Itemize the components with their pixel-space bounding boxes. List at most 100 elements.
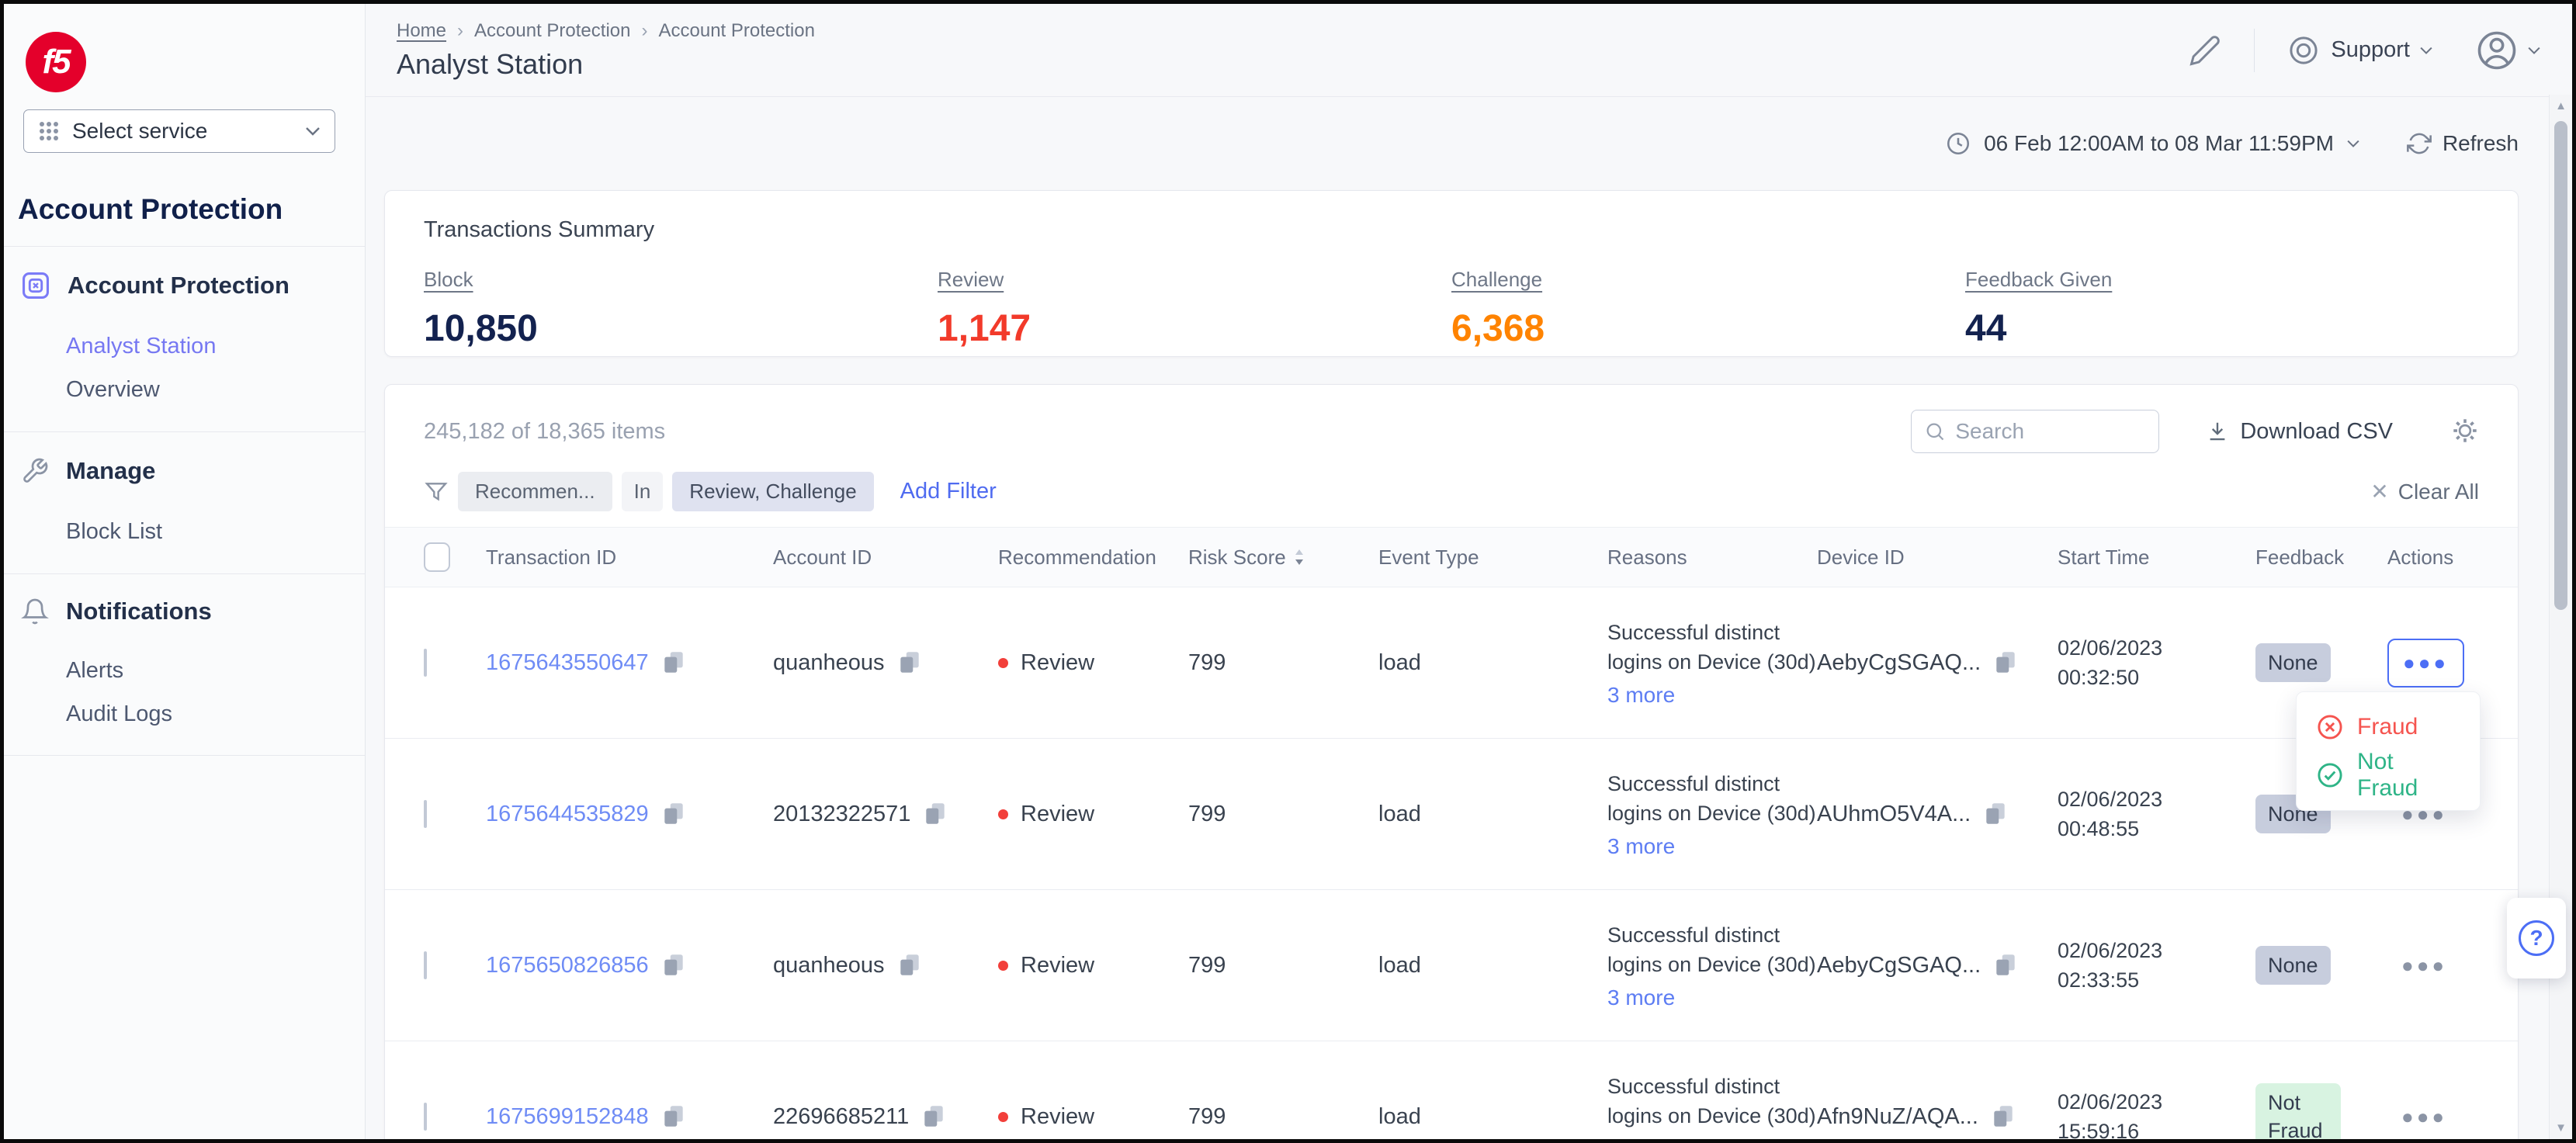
copy-icon[interactable] <box>661 649 686 676</box>
device-id: Afn9NuZ/AQA... <box>1817 1104 1978 1130</box>
vertical-scrollbar[interactable]: ▲ ▼ <box>2549 95 2572 1139</box>
copy-icon[interactable] <box>897 649 922 676</box>
search-input[interactable] <box>1955 419 2146 444</box>
event-type: load <box>1378 1104 1607 1130</box>
transaction-id-link[interactable]: 1675699152848 <box>486 1104 649 1130</box>
table-settings-button[interactable] <box>2451 417 2479 447</box>
col-recommendation[interactable]: Recommendation <box>998 546 1188 570</box>
menu-item-label: Not Fraud <box>2357 749 2460 802</box>
menu-item-fraud[interactable]: Fraud <box>2297 703 2480 751</box>
table-row: 1675644535829 20132322571 <box>385 739 2518 890</box>
chevron-down-icon[interactable] <box>2419 46 2433 55</box>
sidebar-item-account-protection[interactable]: Account Protection <box>4 247 365 324</box>
sidebar-item-audit-logs[interactable]: Audit Logs <box>4 692 365 736</box>
reasons-more-link[interactable]: 3 more <box>1607 683 1817 708</box>
row-actions-button[interactable]: ●●● <box>2387 639 2464 688</box>
breadcrumb-home[interactable]: Home <box>397 20 446 42</box>
metric-label[interactable]: Review <box>938 268 1004 291</box>
col-feedback[interactable]: Feedback <box>2255 546 2387 570</box>
reasons-more-link[interactable]: 2 more <box>1607 1137 1817 1143</box>
add-filter-button[interactable]: Add Filter <box>900 479 997 504</box>
filter-field-chip[interactable]: Recommen... <box>458 472 612 511</box>
row-checkbox[interactable] <box>424 649 427 677</box>
sidebar-item-alerts[interactable]: Alerts <box>4 649 365 692</box>
copy-icon[interactable] <box>923 801 948 827</box>
account-id: quanheous <box>773 650 885 676</box>
breadcrumb-item[interactable]: Account Protection <box>658 20 814 42</box>
service-selector[interactable]: Select service <box>23 109 335 153</box>
breadcrumb-item[interactable]: Account Protection <box>474 20 630 42</box>
start-time: 15:59:16 <box>2058 1117 2255 1143</box>
scroll-down-arrow[interactable]: ▼ <box>2550 1121 2572 1134</box>
copy-icon[interactable] <box>1983 801 2008 827</box>
app-window: f5 Select service Account Protection <box>0 0 2576 1143</box>
topbar: Home › Account Protection › Account Prot… <box>366 4 2572 97</box>
copy-icon[interactable] <box>1993 649 2018 676</box>
metric-value: 6,368 <box>1451 307 1965 350</box>
breadcrumb-separator: › <box>641 20 647 42</box>
clear-all-button[interactable]: ✕ Clear All <box>2370 479 2479 504</box>
metric-value: 1,147 <box>938 307 1451 350</box>
pencil-icon[interactable] <box>2189 34 2221 67</box>
chevron-down-icon[interactable] <box>2346 139 2360 148</box>
sort-icon[interactable] <box>1294 548 1305 566</box>
event-type: load <box>1378 802 1607 827</box>
col-risk-score[interactable]: Risk Score <box>1188 546 1378 570</box>
download-csv-label: Download CSV <box>2240 419 2393 445</box>
filter-operator-chip[interactable]: In <box>622 472 664 511</box>
sidebar-item-analyst-station[interactable]: Analyst Station <box>4 324 365 368</box>
risk-score: 799 <box>1188 650 1378 676</box>
copy-icon[interactable] <box>661 952 686 978</box>
sidebar-item-block-list[interactable]: Block List <box>4 510 365 553</box>
copy-icon[interactable] <box>897 952 922 978</box>
sidebar-item-manage[interactable]: Manage <box>4 432 365 510</box>
scroll-up-arrow[interactable]: ▲ <box>2550 99 2572 113</box>
recommendation: Review <box>1021 953 1094 978</box>
help-button[interactable]: ? <box>2507 898 2566 978</box>
row-checkbox[interactable] <box>424 800 427 828</box>
reasons-more-link[interactable]: 3 more <box>1607 834 1817 859</box>
device-id: AUhmO5V4A... <box>1817 802 1971 827</box>
copy-icon[interactable] <box>661 801 686 827</box>
sidebar-item-notifications[interactable]: Notifications <box>4 574 365 649</box>
col-transaction-id[interactable]: Transaction ID <box>486 546 773 570</box>
copy-icon[interactable] <box>1991 1103 2016 1130</box>
reasons: Successful distinct logins on Device (30… <box>1607 772 1816 825</box>
reasons-more-link[interactable]: 3 more <box>1607 985 1817 1010</box>
col-actions[interactable]: Actions <box>2387 546 2481 570</box>
transaction-id-link[interactable]: 1675643550647 <box>486 650 649 676</box>
col-reasons[interactable]: Reasons <box>1607 546 1817 570</box>
col-start-time[interactable]: Start Time <box>2058 546 2255 570</box>
transaction-id-link[interactable]: 1675650826856 <box>486 953 649 978</box>
service-selector-label: Select service <box>72 119 207 144</box>
menu-item-not-fraud[interactable]: Not Fraud <box>2297 751 2480 799</box>
metric-label[interactable]: Feedback Given <box>1965 268 2112 291</box>
date-range-picker[interactable]: 06 Feb 12:00AM to 08 Mar 11:59PM <box>1984 131 2334 156</box>
device-id: AebyCgSGAQ... <box>1817 650 1981 676</box>
transaction-id-link[interactable]: 1675644535829 <box>486 802 649 827</box>
metric-label[interactable]: Challenge <box>1451 268 1542 291</box>
support-icon <box>2287 34 2320 67</box>
filter-value-chip[interactable]: Review, Challenge <box>672 472 873 511</box>
copy-icon[interactable] <box>1993 952 2018 978</box>
select-all-checkbox[interactable] <box>424 542 450 572</box>
row-actions-button[interactable]: ●●● <box>2387 943 2461 989</box>
refresh-button[interactable]: Refresh <box>2407 131 2519 156</box>
col-account-id[interactable]: Account ID <box>773 546 998 570</box>
metric-label[interactable]: Block <box>424 268 473 291</box>
row-checkbox[interactable] <box>424 1103 427 1131</box>
metric-review: Review 1,147 <box>938 268 1451 350</box>
copy-icon[interactable] <box>921 1103 946 1130</box>
row-actions-button[interactable]: ●●● <box>2387 1094 2461 1140</box>
risk-score: 799 <box>1188 953 1378 978</box>
copy-icon[interactable] <box>661 1103 686 1130</box>
download-csv-button[interactable]: Download CSV <box>2206 419 2393 445</box>
user-menu[interactable] <box>2476 29 2541 71</box>
sidebar-item-overview[interactable]: Overview <box>4 368 365 411</box>
row-checkbox[interactable] <box>424 951 427 979</box>
col-device-id[interactable]: Device ID <box>1817 546 2058 570</box>
menu-item-label: Fraud <box>2357 714 2418 740</box>
scrollbar-thumb[interactable] <box>2554 121 2567 610</box>
support-menu[interactable]: Support <box>2331 37 2410 63</box>
col-event-type[interactable]: Event Type <box>1378 546 1607 570</box>
